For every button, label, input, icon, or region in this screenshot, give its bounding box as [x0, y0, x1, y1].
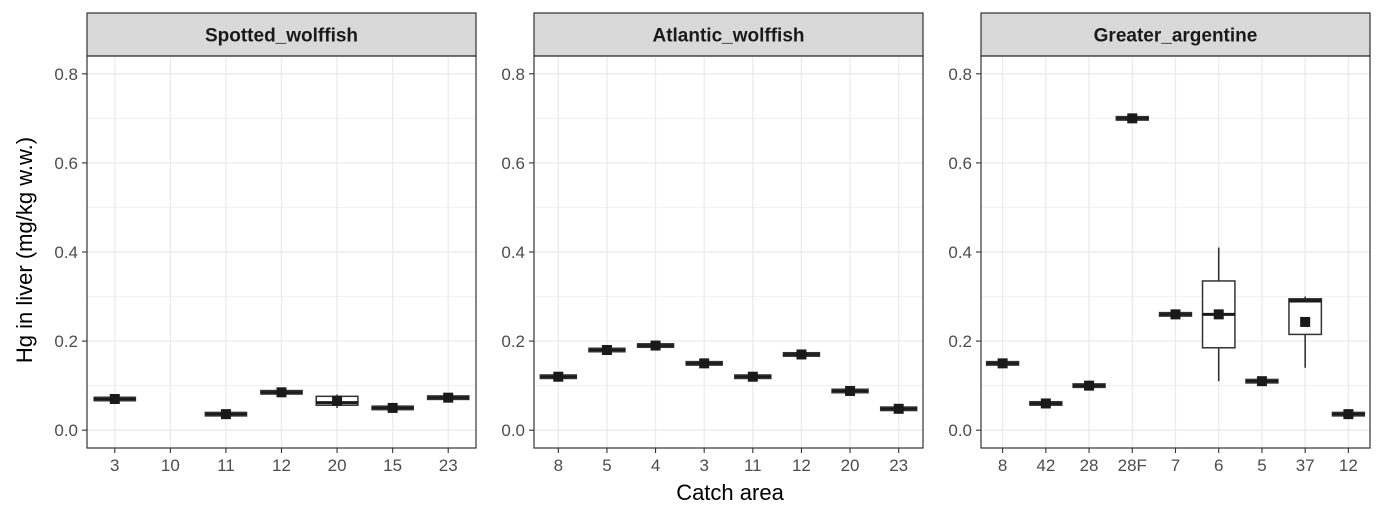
- mean-point: [1343, 409, 1354, 420]
- mean-point: [109, 394, 120, 404]
- mean-point: [845, 385, 856, 396]
- y-tick-label: 0.2: [501, 332, 525, 351]
- facet-strip: [980, 12, 1371, 57]
- x-tick-label: 4: [651, 456, 660, 475]
- x-tick-label: 12: [1339, 456, 1358, 475]
- facet-panel-spotted-wolffish: Spotted_wolffish 0.0 0.2 0.4 0.6 0.8 3 10 11 12 20…: [54, 12, 477, 475]
- mean-point: [796, 349, 807, 360]
- mean-point: [699, 358, 710, 369]
- mean-point: [650, 340, 661, 351]
- y-tick-label: 0.0: [501, 421, 525, 440]
- mean-point: [387, 402, 398, 413]
- y-tick-label: 0.4: [501, 243, 525, 262]
- y-tick-label: 0.6: [948, 154, 972, 173]
- box-8: [539, 371, 578, 382]
- x-tick-label: 11: [744, 456, 762, 475]
- box-28F: [1115, 113, 1149, 124]
- facet-strip-label: Spotted_wolffish: [205, 26, 358, 47]
- x-tick-label: 8: [554, 456, 563, 475]
- box-11: [734, 371, 772, 382]
- x-tick-label: 12: [792, 456, 811, 475]
- box-15: [371, 402, 414, 413]
- x-tick-label: 10: [161, 456, 180, 475]
- y-tick-label: 0.4: [54, 243, 78, 262]
- facet-strip: [86, 12, 477, 57]
- box-42: [1029, 398, 1063, 409]
- y-tick-label: 0.4: [948, 243, 972, 262]
- box-4: [636, 340, 675, 351]
- y-tick-label: 0.2: [54, 332, 78, 351]
- box-12: [782, 349, 821, 360]
- y-tick-label: 0.2: [948, 332, 972, 351]
- mean-point: [997, 358, 1008, 369]
- box-11: [204, 409, 248, 420]
- mean-point: [332, 395, 343, 406]
- x-tick-label: 37: [1296, 456, 1315, 475]
- box-12: [260, 387, 303, 398]
- facet-panel-greater-argentine: Greater_argentine 0.0 0.2 0.4 0.6 0.8 8 42 28 28F…: [948, 12, 1371, 475]
- mean-point: [747, 371, 758, 382]
- box-23: [879, 403, 918, 414]
- box-7: [1158, 309, 1193, 320]
- x-axis-title: Catch area: [676, 480, 784, 505]
- y-tick-label: 0.0: [54, 421, 78, 440]
- box-3: [685, 358, 723, 369]
- mean-point: [276, 387, 287, 398]
- x-tick-label: 3: [699, 456, 708, 475]
- y-tick-label: 0.8: [54, 65, 78, 84]
- facet-panel-atlantic-wolffish: Atlantic_wolffish 0.0 0.2 0.4 0.6 0.8 8 5 4 3 11 12…: [501, 12, 924, 475]
- x-tick-label: 3: [110, 456, 119, 475]
- y-tick-label: 0.6: [501, 154, 525, 173]
- facet-panels: Spotted_wolffish 0.0 0.2 0.4 0.6 0.8 3 10 11 12 20…: [54, 12, 1371, 475]
- x-tick-label: 11: [217, 456, 235, 475]
- box-3: [93, 394, 137, 404]
- y-tick-label: 0.8: [501, 65, 525, 84]
- box-37: [1288, 296, 1323, 368]
- box-23: [426, 392, 470, 403]
- box-iqr: [1288, 298, 1323, 336]
- mean-point: [1256, 376, 1267, 387]
- box-5: [588, 345, 626, 355]
- box-20: [315, 394, 359, 408]
- x-tick-label: 20: [841, 456, 860, 475]
- mean-point: [553, 371, 564, 382]
- facet-strip-label: Atlantic_wolffish: [652, 26, 804, 47]
- x-tick-label: 5: [602, 456, 611, 475]
- y-tick-label: 0.0: [948, 421, 972, 440]
- mean-point: [1127, 113, 1138, 124]
- mean-point: [1040, 398, 1051, 409]
- x-tick-label: 12: [272, 456, 291, 475]
- x-tick-label: 7: [1171, 456, 1180, 475]
- box-8: [985, 358, 1020, 369]
- x-tick-label: 8: [998, 456, 1007, 475]
- facet-strip: [533, 12, 924, 57]
- mean-point: [443, 392, 454, 403]
- mean-point: [1084, 380, 1095, 391]
- box-5: [1245, 376, 1279, 387]
- x-tick-label: 20: [328, 456, 347, 475]
- x-tick-label: 28: [1080, 456, 1099, 475]
- x-tick-label: 42: [1036, 456, 1055, 475]
- x-tick-label: 23: [439, 456, 458, 475]
- y-axis-title: Hg in liver (mg/kg w.w.): [12, 137, 37, 363]
- x-tick-label: 15: [383, 456, 402, 475]
- box-28: [1072, 380, 1106, 391]
- y-tick-label: 0.6: [54, 154, 78, 173]
- mean-point: [601, 345, 612, 355]
- mean-point: [1170, 309, 1181, 320]
- y-tick-label: 0.8: [948, 65, 972, 84]
- box-12: [1331, 409, 1366, 420]
- x-tick-label: 23: [889, 456, 908, 475]
- box-6: [1201, 247, 1236, 382]
- mean-point: [1300, 316, 1311, 327]
- box-20: [831, 385, 869, 396]
- x-tick-label: 28F: [1118, 456, 1147, 475]
- facet-strip-label: Greater_argentine: [1094, 26, 1258, 47]
- mean-point: [1213, 309, 1224, 320]
- x-tick-label: 6: [1214, 456, 1223, 475]
- x-tick-label: 5: [1257, 456, 1266, 475]
- mean-point: [220, 409, 231, 420]
- mean-point: [893, 403, 904, 414]
